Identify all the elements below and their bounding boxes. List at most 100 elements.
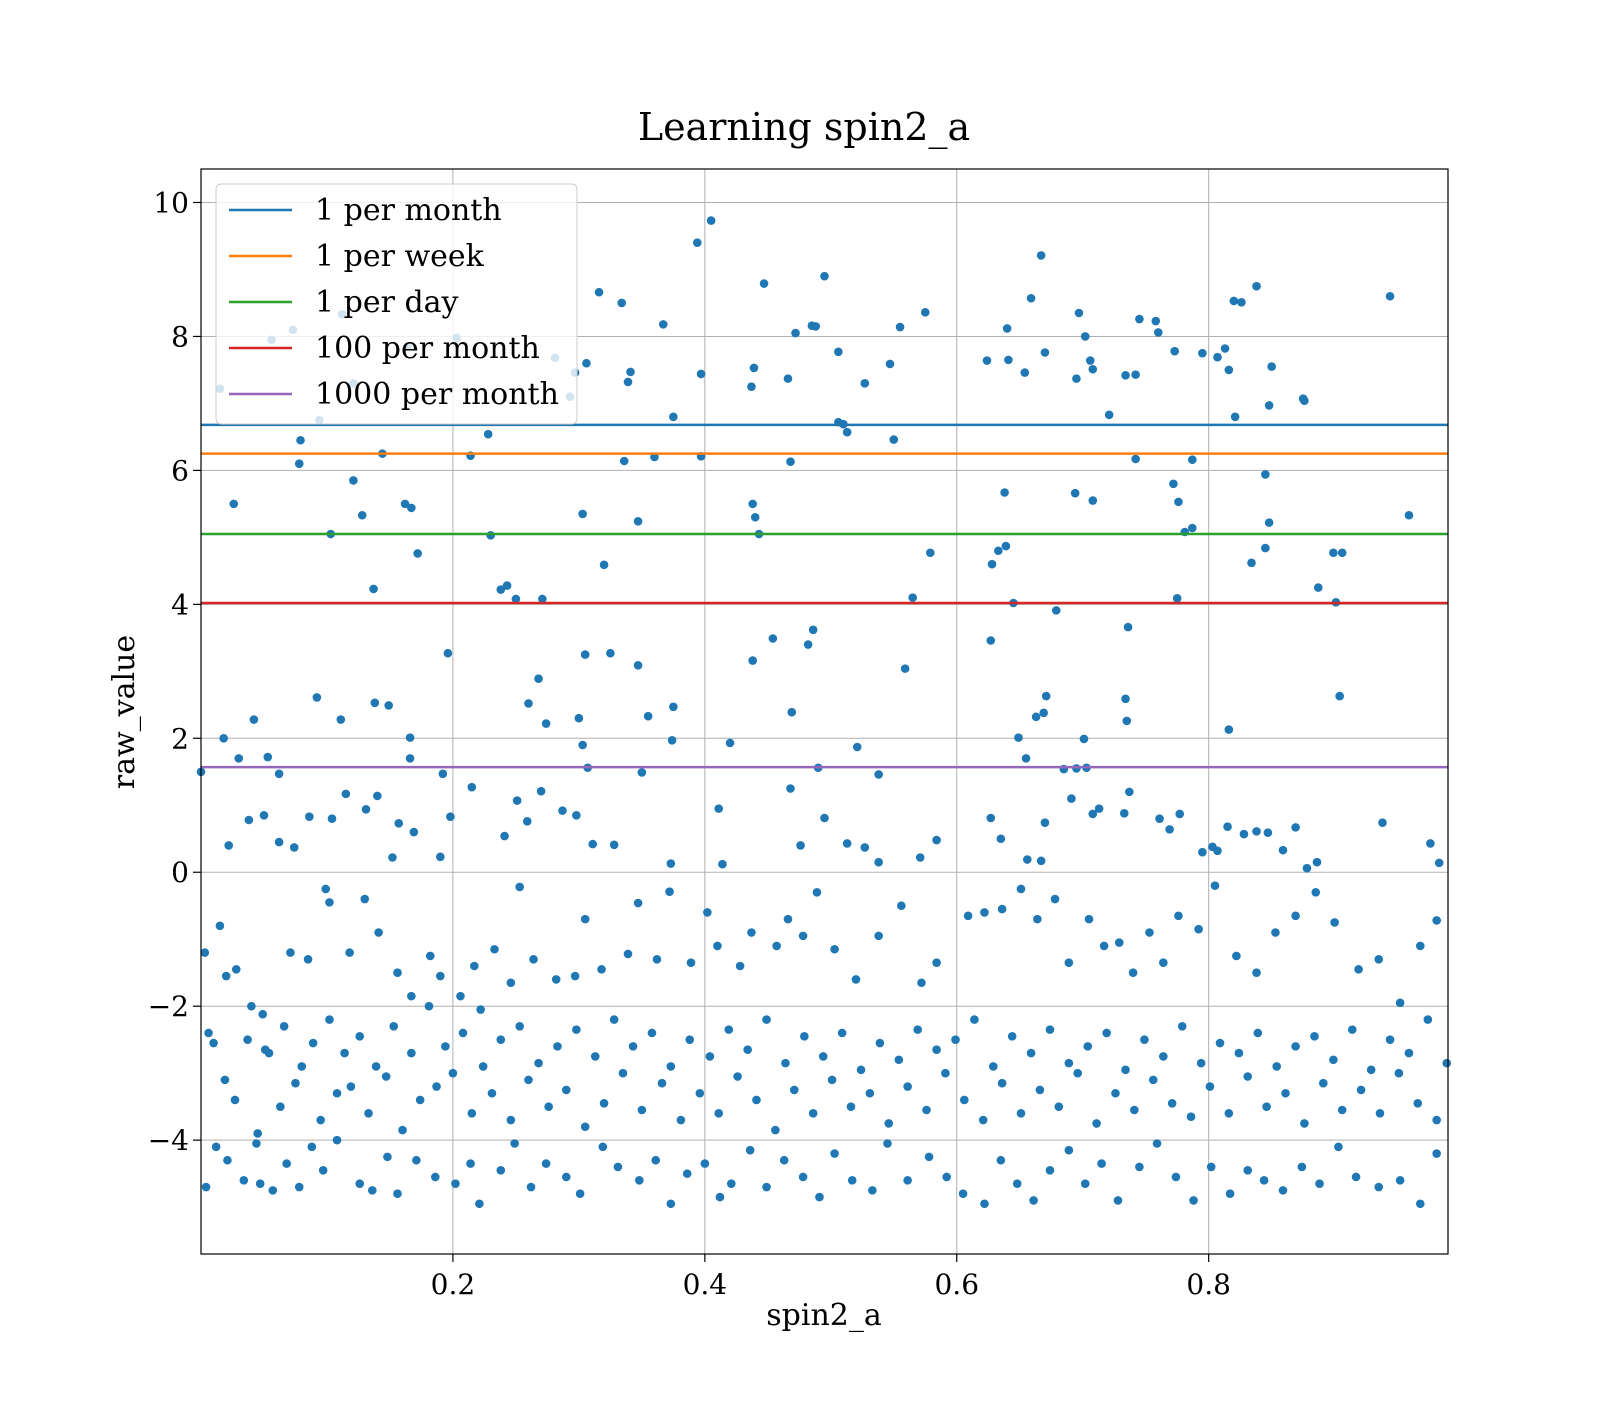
scatter-point <box>762 1015 771 1024</box>
x-tick-label: 0.4 <box>683 1268 728 1301</box>
scatter-point <box>1121 370 1130 380</box>
plot-frame <box>200 168 1449 1255</box>
scatter-point <box>1213 846 1222 856</box>
scatter-point <box>1130 1105 1139 1115</box>
scatter-point <box>388 853 397 862</box>
scatter-point <box>1243 1165 1253 1175</box>
scatter-point <box>1000 488 1009 497</box>
scatter-point <box>1229 296 1239 306</box>
scatter-point <box>1442 1058 1452 1068</box>
scatter-point <box>1261 470 1270 479</box>
scatter-point <box>1122 716 1132 726</box>
scatter-point <box>209 1038 218 1048</box>
y-tick-label: 8 <box>171 320 189 353</box>
scatter-point <box>522 817 532 826</box>
scatter-point <box>903 1082 912 1091</box>
scatter-point <box>1413 1099 1423 1108</box>
scatter-point <box>409 827 419 837</box>
scatter-point <box>1064 1058 1074 1068</box>
scatter-point <box>623 949 633 959</box>
scatter-point <box>1315 1179 1324 1188</box>
scatter-point <box>1012 1179 1022 1188</box>
scatter-point <box>1395 1176 1405 1185</box>
scatter-point <box>1031 712 1041 722</box>
scatter-point <box>575 1189 585 1199</box>
scatter-point <box>1131 370 1140 379</box>
scatter-point <box>606 648 615 658</box>
scatter-point <box>506 1115 516 1125</box>
scatter-point <box>897 901 906 911</box>
legend-box <box>215 183 578 425</box>
scatter-point <box>724 1025 734 1034</box>
scatter-point <box>1312 857 1322 867</box>
scatter-point <box>633 660 643 670</box>
scatter-point <box>676 1115 686 1125</box>
scatter-point <box>752 1095 761 1105</box>
threshold-lines <box>201 423 1448 769</box>
x-tick-label: 0.8 <box>1186 1268 1231 1301</box>
scatter-point <box>1131 454 1140 464</box>
scatter-point <box>412 1155 421 1165</box>
scatter-point <box>244 815 254 825</box>
scatter-point <box>1039 708 1048 718</box>
scatter-point <box>441 1042 450 1051</box>
scatter-point <box>470 961 479 971</box>
scatter-point <box>1224 365 1234 375</box>
scatter-point <box>609 1015 619 1024</box>
scatter-point <box>436 971 445 981</box>
scatter-point <box>665 887 674 896</box>
y-tick-label: −2 <box>148 990 189 1023</box>
scatter-point <box>1174 911 1183 921</box>
scatter-point <box>247 1001 256 1011</box>
scatter-point <box>903 1176 912 1185</box>
scatter-point <box>502 581 512 590</box>
scatter-point <box>800 1032 809 1041</box>
scatter-point <box>623 377 633 387</box>
scatter-point <box>349 476 358 485</box>
scatter-point <box>364 1109 373 1118</box>
scatter-point <box>1252 281 1261 291</box>
scatter-point <box>515 1021 524 1031</box>
scatter-point <box>830 944 839 954</box>
scatter-point <box>355 1032 365 1041</box>
y-tick-label: 2 <box>171 722 189 755</box>
scatter-point <box>1237 297 1246 307</box>
scatter-point <box>500 831 509 841</box>
y-tick-label: 0 <box>171 856 189 889</box>
scatter-point <box>1041 691 1051 701</box>
scatter-point <box>996 834 1006 844</box>
scatter-point <box>1232 951 1241 961</box>
scatter-point <box>884 1119 894 1128</box>
scatter-point <box>224 841 234 850</box>
scatter-point <box>1263 828 1273 838</box>
scatter-point <box>860 379 870 388</box>
scatter-point <box>762 1182 771 1192</box>
scatter-point <box>917 978 926 988</box>
scatter-point <box>443 648 453 658</box>
scatter-point <box>541 719 551 728</box>
scatter-point <box>750 512 760 522</box>
scatter-point <box>599 1099 609 1108</box>
scatter-point <box>963 911 973 921</box>
scatter-point <box>580 650 590 659</box>
scatter-point <box>1113 1196 1123 1205</box>
scatter-point <box>524 1075 533 1085</box>
scatter-point <box>1210 881 1220 890</box>
scatter-point <box>381 1072 391 1081</box>
scatter-point <box>791 328 800 338</box>
scatter-point <box>303 955 313 964</box>
scatter-point <box>1264 401 1274 410</box>
scatter-point <box>682 1169 692 1178</box>
scatter-point <box>745 1145 755 1155</box>
scatter-point <box>1432 1149 1441 1158</box>
scatter-point <box>743 1045 752 1055</box>
scatter-point <box>1007 1032 1017 1041</box>
scatter-point <box>932 835 941 845</box>
scatter-point <box>407 1048 416 1058</box>
scatter-point <box>1084 914 1094 924</box>
scatter-point <box>1239 829 1249 839</box>
scatter-point <box>458 1028 468 1038</box>
scatter-point <box>1206 1162 1216 1172</box>
scatter-point <box>834 347 843 357</box>
